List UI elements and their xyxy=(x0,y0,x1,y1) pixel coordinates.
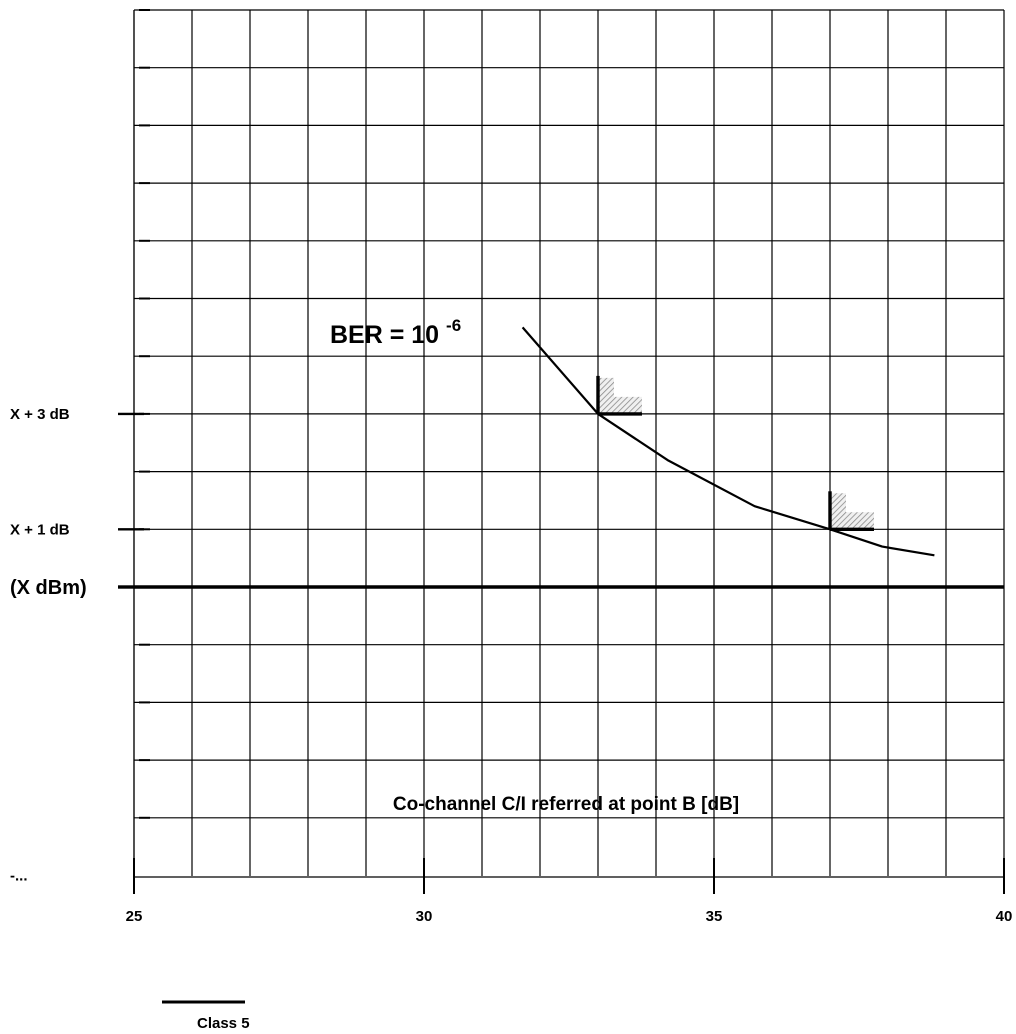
requirement-marks xyxy=(596,375,874,531)
y-tick-label: -... xyxy=(10,868,28,885)
requirement-mark xyxy=(828,491,874,531)
x-axis-label: Co-channel C/I referred at point B [dB] xyxy=(393,794,739,815)
ber-annotation-exponent: -6 xyxy=(446,316,461,335)
x-tick-label: 25 xyxy=(126,908,143,925)
x-tick-label: 30 xyxy=(416,908,433,925)
y-tick-label: X + 3 dB xyxy=(10,406,70,423)
legend: Class 5 xyxy=(162,1000,250,1032)
ber-annotation-main: BER = 10 xyxy=(330,321,439,349)
requirement-mark-hatch xyxy=(830,493,874,530)
ber-annotation: BER = 10 -6 xyxy=(330,316,461,349)
requirement-mark-hatch xyxy=(598,377,642,414)
series-layer xyxy=(521,326,935,557)
y-tick-label: (X dBm) xyxy=(10,577,87,599)
x-tick-label: 35 xyxy=(706,908,723,925)
legend-label-class-5: Class 5 xyxy=(197,1015,250,1032)
grid xyxy=(133,9,1005,876)
axes xyxy=(133,10,1005,894)
series-line-ber xyxy=(521,326,935,557)
requirement-mark xyxy=(596,375,642,416)
x-tick-label: 40 xyxy=(996,908,1013,925)
x-tick-labels: 25 30 35 40 xyxy=(126,908,1013,925)
y-tick-labels: X + 3 dB X + 1 dB (X dBm) -... xyxy=(10,406,144,885)
y-tick-label: X + 1 dB xyxy=(10,521,70,538)
